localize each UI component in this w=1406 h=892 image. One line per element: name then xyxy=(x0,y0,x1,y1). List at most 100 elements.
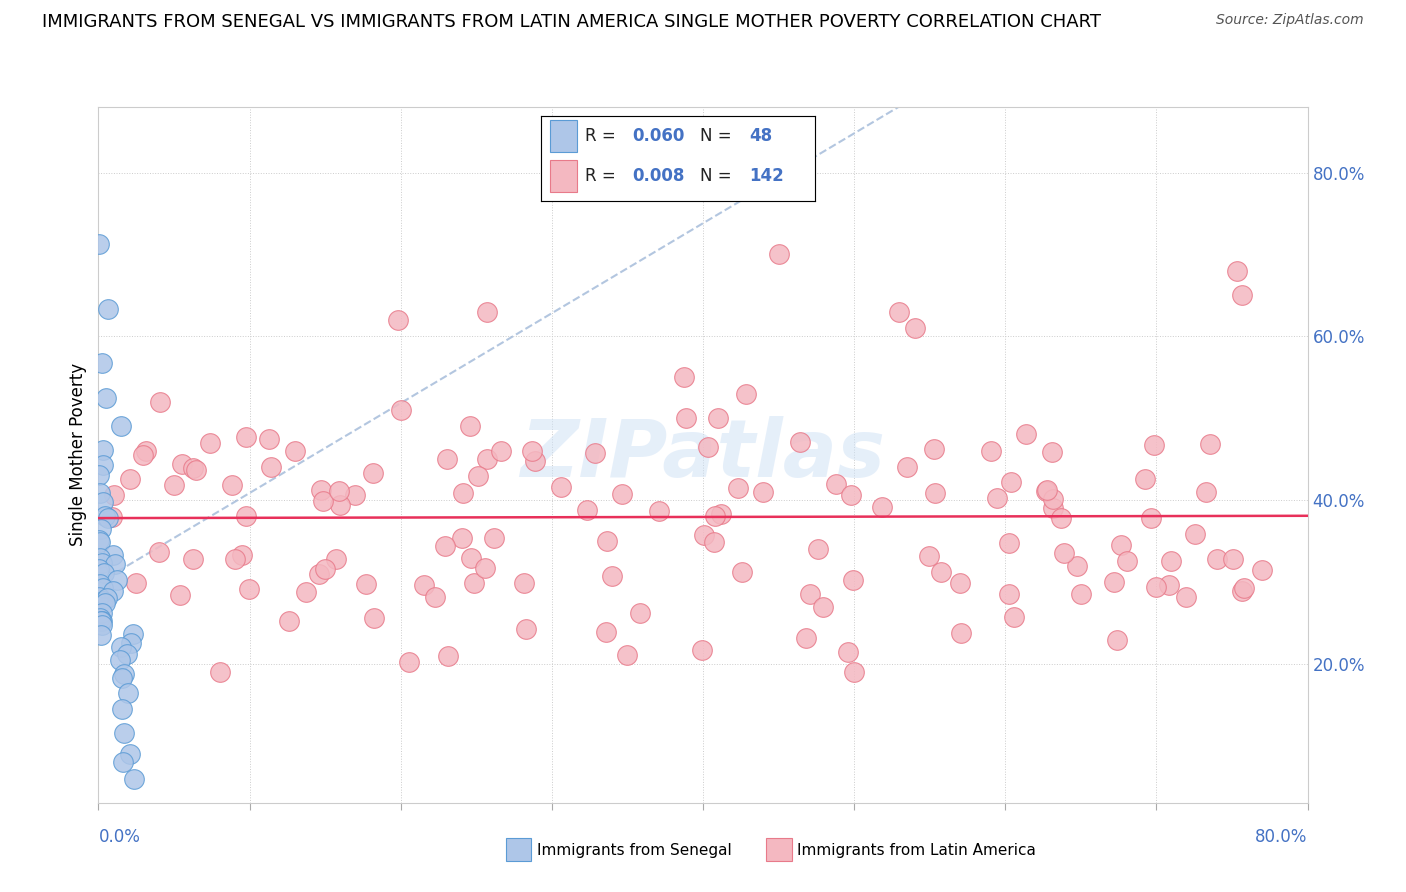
Point xyxy=(998,535,1021,549)
Point xyxy=(491,444,513,458)
Point xyxy=(221,478,243,492)
Point xyxy=(998,587,1021,601)
Point xyxy=(1251,563,1274,577)
Text: 0.060: 0.060 xyxy=(631,128,685,145)
Point xyxy=(89,486,111,500)
Point xyxy=(91,556,114,570)
Point xyxy=(1195,484,1218,499)
Point xyxy=(110,640,132,655)
Text: Immigrants from Latin America: Immigrants from Latin America xyxy=(797,843,1036,857)
Point xyxy=(91,442,114,457)
Point xyxy=(209,665,232,679)
Point xyxy=(949,576,972,591)
Point xyxy=(731,565,754,579)
Point xyxy=(398,656,420,670)
Point xyxy=(434,539,457,553)
Text: N =: N = xyxy=(700,167,737,186)
Point xyxy=(1143,438,1166,452)
Text: IMMIGRANTS FROM SENEGAL VS IMMIGRANTS FROM LATIN AMERICA SINGLE MOTHER POVERTY C: IMMIGRANTS FROM SENEGAL VS IMMIGRANTS FR… xyxy=(42,13,1101,31)
Point xyxy=(1226,264,1249,278)
Y-axis label: Single Mother Poverty: Single Mother Poverty xyxy=(69,363,87,547)
Point xyxy=(482,531,505,545)
Point xyxy=(325,552,347,566)
Point xyxy=(97,511,120,525)
Point xyxy=(896,460,918,475)
Point xyxy=(87,237,110,252)
Point xyxy=(1053,545,1076,559)
Point xyxy=(308,567,330,582)
Point xyxy=(707,411,730,425)
Point xyxy=(768,247,790,261)
Point xyxy=(931,565,953,579)
Text: 48: 48 xyxy=(749,128,773,145)
Point xyxy=(1109,538,1132,552)
Point xyxy=(111,702,134,716)
Point xyxy=(1135,472,1157,486)
Text: 0.0%: 0.0% xyxy=(98,828,141,846)
Point xyxy=(1230,288,1253,302)
Bar xyxy=(550,120,576,153)
Point xyxy=(1230,584,1253,599)
Point xyxy=(117,686,139,700)
Point xyxy=(108,653,131,667)
Point xyxy=(842,573,865,587)
Text: 0.008: 0.008 xyxy=(631,167,685,186)
Point xyxy=(841,487,863,501)
Text: 80.0%: 80.0% xyxy=(1256,828,1308,846)
Point xyxy=(91,614,114,628)
Text: N =: N = xyxy=(700,128,737,145)
Point xyxy=(451,531,474,545)
Point xyxy=(1184,526,1206,541)
Point xyxy=(825,476,848,491)
Point xyxy=(616,648,638,663)
Point xyxy=(87,562,110,576)
Point xyxy=(1233,581,1256,595)
Point xyxy=(89,576,111,591)
Point xyxy=(1144,580,1167,594)
Point xyxy=(437,648,460,663)
Point xyxy=(122,772,145,786)
Point xyxy=(904,321,927,335)
Point xyxy=(710,508,733,522)
Point xyxy=(120,636,142,650)
Point xyxy=(513,575,536,590)
Point xyxy=(235,430,257,444)
Point xyxy=(105,573,128,587)
Point xyxy=(515,622,537,636)
Point xyxy=(91,594,114,608)
Point xyxy=(458,419,481,434)
Point xyxy=(110,671,132,685)
Point xyxy=(89,550,111,565)
Point xyxy=(690,642,713,657)
Point xyxy=(90,628,112,642)
Point xyxy=(436,452,458,467)
Point xyxy=(412,578,434,592)
Point xyxy=(704,508,727,523)
Point xyxy=(596,533,619,548)
Point xyxy=(235,508,257,523)
Point xyxy=(169,589,191,603)
Point xyxy=(575,503,598,517)
Point xyxy=(104,558,127,572)
Point xyxy=(467,469,489,483)
Text: ZIPatlas: ZIPatlas xyxy=(520,416,886,494)
Point xyxy=(648,504,671,518)
Point xyxy=(693,528,716,542)
Point xyxy=(198,435,221,450)
Point xyxy=(294,585,316,599)
Point xyxy=(1002,610,1025,624)
Point xyxy=(97,301,120,316)
Point xyxy=(120,472,142,486)
Point xyxy=(149,394,172,409)
Point xyxy=(1050,511,1073,525)
Point xyxy=(115,648,138,662)
Point xyxy=(90,614,112,628)
Point xyxy=(118,747,141,761)
Point xyxy=(1015,427,1038,442)
Point xyxy=(1000,475,1022,489)
Point xyxy=(1066,559,1088,574)
Point xyxy=(172,458,194,472)
Point xyxy=(1070,587,1092,601)
Point xyxy=(186,463,208,477)
Text: R =: R = xyxy=(585,167,621,186)
